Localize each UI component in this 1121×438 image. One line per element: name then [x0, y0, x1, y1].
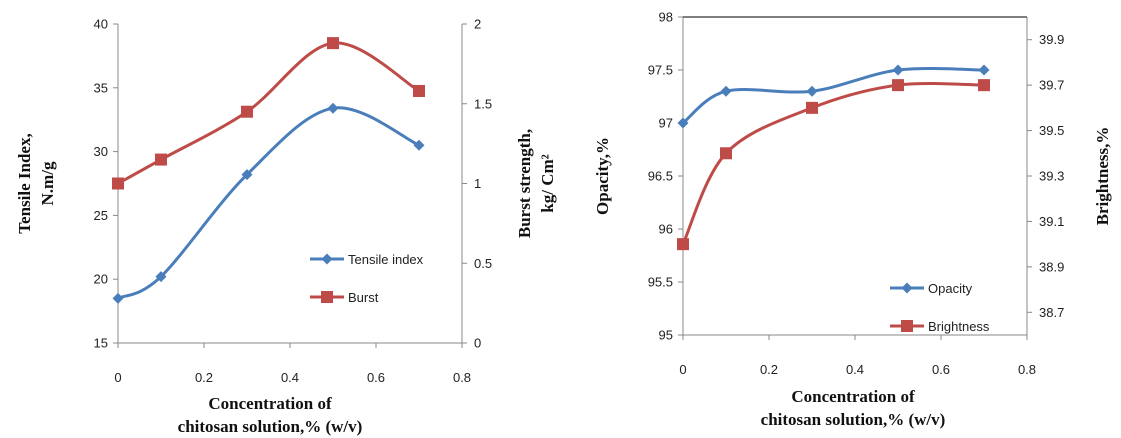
data-point [720, 147, 732, 160]
x-axis-title: Concentration of [208, 394, 332, 413]
data-point [241, 169, 253, 181]
y2-axis-title: Burst strength, [515, 129, 534, 238]
y2-tick-label: 1.5 [474, 96, 492, 111]
chart-2: 95 95.5 96 96.5 97 97.5 98 38.7 38.9 39.1 39.3 39.5… [593, 10, 1112, 430]
y2-tick-label: 39.1 [1039, 214, 1064, 229]
y2-axis-title: kg/ Cm² [538, 154, 557, 212]
data-point [806, 101, 818, 114]
x-axis-title: chitosan solution,% (w/v) [178, 417, 363, 436]
y2-axis-title: Brightness,% [1093, 127, 1112, 226]
legend-entry: Brightness [890, 319, 990, 334]
y2-tick-label: 39.9 [1039, 32, 1064, 47]
y2-tick-label: 39.7 [1039, 78, 1064, 93]
legend-entry: Tensile index [310, 252, 424, 267]
data-point [413, 139, 425, 151]
legend-marker [901, 282, 913, 294]
y-tick-label: 95.5 [648, 275, 673, 290]
x-axis-title: Concentration of [791, 387, 915, 406]
y-axis-title: Tensile Index, [15, 133, 34, 233]
x-tick-label: 0.8 [453, 370, 471, 385]
y-tick-label: 96.5 [648, 169, 673, 184]
y-tick-label: 15 [94, 336, 108, 351]
data-point [892, 64, 904, 76]
y-axis-title: Opacity,% [593, 137, 612, 215]
data-point [720, 85, 732, 97]
data-point [413, 84, 425, 97]
y-tick-label: 30 [94, 144, 108, 159]
data-point [112, 292, 124, 304]
y2-tick-label: 38.7 [1039, 305, 1064, 320]
x-tick-label: 0.4 [846, 362, 864, 377]
y-tick-label: 97 [659, 116, 673, 131]
x-tick-label: 0.6 [367, 370, 385, 385]
y-tick-label: 96 [659, 222, 673, 237]
data-point [155, 153, 167, 166]
x-tick-label: 0.4 [281, 370, 299, 385]
x-tick-label: 0.6 [932, 362, 950, 377]
legend-marker [901, 320, 913, 332]
y2-tick-label: 2 [474, 17, 481, 32]
series-line [117, 41, 420, 185]
x-tick-label: 0.2 [760, 362, 778, 377]
y2-tick-label: 0.5 [474, 256, 492, 271]
data-point [978, 64, 990, 76]
y2-tick-label: 1 [474, 176, 481, 191]
x-tick-label: 0 [679, 362, 686, 377]
data-point [112, 177, 124, 190]
data-point [155, 271, 167, 283]
series-tensile-index [112, 102, 425, 304]
data-point [806, 85, 818, 97]
y-tick-label: 20 [94, 272, 108, 287]
legend-label: Burst [348, 290, 379, 305]
series-line [117, 106, 420, 300]
y-tick-label: 40 [94, 17, 108, 32]
series-opacity [677, 64, 990, 129]
y-tick-label: 25 [94, 208, 108, 223]
series-brightness [677, 79, 990, 251]
legend-entry: Opacity [890, 281, 973, 296]
y-tick-label: 97.5 [648, 63, 673, 78]
x-axis-title: chitosan solution,% (w/v) [761, 410, 946, 429]
y2-tick-label: 39.5 [1039, 123, 1064, 138]
series-line [681, 81, 985, 245]
y-tick-label: 35 [94, 80, 108, 95]
legend-marker [321, 291, 333, 303]
legend-marker [321, 253, 333, 265]
x-tick-label: 0.2 [195, 370, 213, 385]
legend-label: Brightness [928, 319, 990, 334]
series-line [682, 66, 985, 125]
data-point [677, 238, 689, 251]
data-point [241, 105, 253, 118]
y-tick-label: 98 [659, 10, 673, 25]
data-point [677, 117, 689, 129]
series-burst [112, 37, 425, 190]
data-point [327, 37, 339, 50]
data-point [892, 79, 904, 92]
legend-label: Tensile index [348, 252, 424, 267]
y-axis-title: N.m/g [38, 161, 57, 205]
y2-tick-label: 38.9 [1039, 259, 1064, 274]
y-tick-label: 95 [659, 328, 673, 343]
data-point [327, 102, 339, 114]
legend-entry: Burst [310, 290, 379, 305]
x-tick-label: 0 [114, 370, 121, 385]
y2-tick-label: 39.3 [1039, 169, 1064, 184]
data-point [978, 79, 990, 92]
y2-tick-label: 0 [474, 336, 481, 351]
legend-label: Opacity [928, 281, 973, 296]
x-tick-label: 0.8 [1018, 362, 1036, 377]
